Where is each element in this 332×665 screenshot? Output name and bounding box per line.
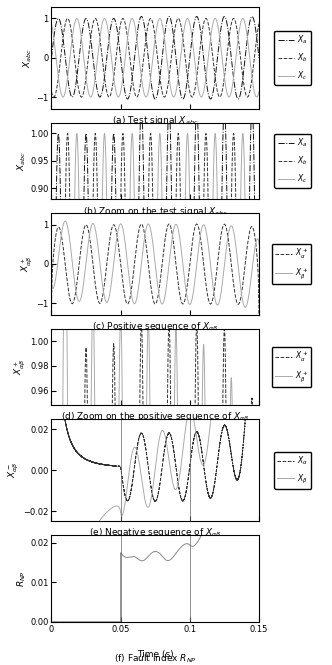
Legend: $X_a$, $X_b$, $X_c$: $X_a$, $X_b$, $X_c$ [275,134,311,188]
Legend: $X^+_\alpha$, $X^+_\beta$: $X^+_\alpha$, $X^+_\beta$ [272,243,311,284]
X-axis label: (c) Positive sequence of $X_{\alpha\beta}$: (c) Positive sequence of $X_{\alpha\beta… [92,321,218,334]
Y-axis label: $X^+_{\alpha\beta}$: $X^+_{\alpha\beta}$ [13,358,28,375]
Legend: $X_\alpha$, $X_\beta$: $X_\alpha$, $X_\beta$ [274,452,311,489]
X-axis label: (e) Negative sequence of $X_{\alpha\beta}$: (e) Negative sequence of $X_{\alpha\beta… [89,527,221,540]
X-axis label: (a) Test signal $X_{abc}$: (a) Test signal $X_{abc}$ [112,114,199,128]
Y-axis label: $X_{abc}$: $X_{abc}$ [21,48,34,68]
X-axis label: (d) Zoom on the positive sequence of $X_{\alpha\beta}$: (d) Zoom on the positive sequence of $X_… [61,411,249,424]
X-axis label: (f) Fault index $R_{NP}$: (f) Fault index $R_{NP}$ [114,653,197,665]
Y-axis label: $R_{NP}$: $R_{NP}$ [15,570,28,587]
X-axis label: (b) Zoom on the test signal $X_{abc}$: (b) Zoom on the test signal $X_{abc}$ [83,205,228,217]
Legend: $X_a$, $X_b$, $X_c$: $X_a$, $X_b$, $X_c$ [275,31,311,85]
Y-axis label: $X^+_{\alpha\beta}$: $X^+_{\alpha\beta}$ [19,255,34,272]
Y-axis label: $X_{abc}$: $X_{abc}$ [15,151,28,171]
Text: Time (s): Time (s) [137,650,174,659]
Y-axis label: $X^-_{\alpha\beta}$: $X^-_{\alpha\beta}$ [6,462,21,478]
Legend: $X^+_\alpha$, $X^+_\beta$: $X^+_\alpha$, $X^+_\beta$ [272,347,311,387]
